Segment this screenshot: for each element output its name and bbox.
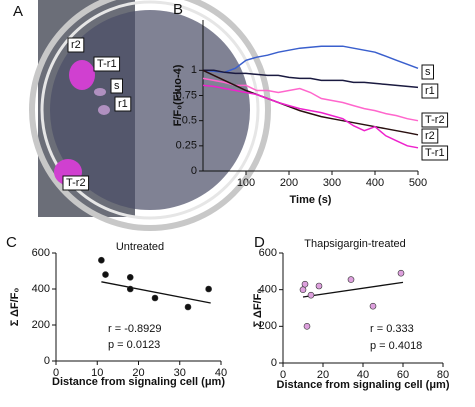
well-edge	[40, 0, 260, 220]
panel-label: C	[6, 234, 17, 251]
cell	[69, 60, 95, 90]
image-label: r1	[118, 98, 128, 110]
y-tick-label: 0.5	[182, 115, 197, 127]
x-axis-label: Time (s)	[290, 194, 332, 206]
x-tick-label: 300	[323, 177, 341, 189]
data-point	[98, 256, 105, 264]
y-tick-label: 600	[32, 247, 50, 259]
chart-title: Untreated	[116, 241, 164, 253]
x-tick-label: 200	[280, 177, 298, 189]
image-label-box	[62, 175, 90, 191]
legend-label: s	[425, 66, 431, 78]
y-tick-label: 200	[259, 320, 277, 332]
image-panel: A	[13, 0, 271, 231]
data-point	[205, 285, 212, 293]
y-tick-label: 600	[259, 247, 277, 259]
y-tick-label: 0	[44, 355, 50, 367]
y-tick-label: 400	[32, 283, 50, 295]
legend-label-box	[421, 145, 449, 161]
data-point	[307, 291, 315, 299]
x-tick-label: 20	[132, 367, 144, 379]
x-axis-label: Distance from signaling cell (μm)	[52, 376, 225, 388]
data-point	[347, 276, 355, 283]
well-edge	[29, 0, 271, 231]
data-point	[301, 280, 309, 288]
image-label: T-r1	[97, 58, 117, 70]
data-point	[102, 271, 109, 278]
data-line	[203, 69, 419, 89]
data-point	[369, 302, 377, 310]
legend-label-box	[421, 64, 434, 80]
annotation: r = 0.333	[370, 323, 414, 335]
y-axis-label: Σ ΔF/F₀	[9, 288, 21, 327]
panel-label: A	[13, 3, 23, 20]
data-point	[184, 303, 192, 311]
image-label-box	[110, 78, 123, 94]
data-point	[151, 294, 159, 302]
fit-line	[302, 281, 404, 298]
image-label-box	[67, 37, 85, 53]
y-tick-label: 1	[191, 64, 197, 76]
x-tick-label: 40	[357, 369, 369, 381]
image-label: s	[114, 80, 120, 92]
x-tick-label: 0	[53, 367, 59, 379]
annotation: p = 0.4018	[370, 340, 422, 352]
x-tick-label: 400	[366, 177, 384, 189]
y-tick-label: 200	[32, 319, 50, 331]
y-axis-label: Σ ΔF/F₀	[252, 289, 264, 328]
data-point	[397, 269, 405, 277]
y-tick-label: 0.25	[176, 140, 197, 152]
data-line	[202, 77, 419, 122]
y-tick-label: 0	[191, 165, 197, 177]
y-tick-label: 0.75	[176, 89, 197, 101]
panel-label: D	[254, 234, 265, 251]
legend-label-box	[421, 83, 439, 99]
image-label: T-r2	[66, 177, 86, 189]
annotation: r = -0.8929	[108, 323, 162, 335]
image-label-box	[93, 56, 121, 72]
data-point	[126, 273, 134, 281]
x-tick-label: 60	[397, 369, 409, 381]
data-point	[299, 286, 307, 293]
x-tick-label: 500	[409, 177, 427, 189]
x-tick-label: 0	[280, 369, 286, 381]
y-axis-label: F/F₀(Fluo-4)	[172, 64, 184, 126]
data-point	[315, 282, 323, 290]
data-point	[126, 285, 134, 293]
x-tick-label: 30	[174, 367, 186, 379]
legend-label-box	[421, 128, 439, 144]
x-tick-label: 10	[91, 367, 103, 379]
panel-label: B	[173, 1, 183, 18]
data-line	[202, 45, 419, 74]
y-tick-label: 0	[271, 357, 277, 369]
chart-title: Thapsigargin-treated	[304, 238, 406, 250]
x-tick-label: 80	[437, 369, 449, 381]
cell	[98, 105, 110, 115]
data-line	[202, 84, 419, 149]
y-tick-label: 400	[259, 284, 277, 296]
cell	[94, 88, 106, 96]
x-tick-label: 100	[237, 177, 255, 189]
x-tick-label: 20	[317, 369, 329, 381]
x-axis-label: Distance from signaling cell (μm)	[277, 379, 450, 391]
legend-label: T-r1	[425, 147, 445, 159]
legend-label: r2	[425, 130, 435, 142]
image-label-box	[114, 96, 132, 112]
image-label: r2	[71, 39, 81, 51]
legend-label: r1	[425, 85, 435, 97]
annotation: p = 0.0123	[108, 339, 160, 351]
data-point	[303, 323, 311, 330]
legend-label: T-r2	[425, 114, 445, 126]
data-line	[202, 69, 419, 136]
legend-label-box	[421, 112, 449, 128]
x-tick-label: 40	[215, 367, 227, 379]
fit-line	[101, 281, 211, 304]
